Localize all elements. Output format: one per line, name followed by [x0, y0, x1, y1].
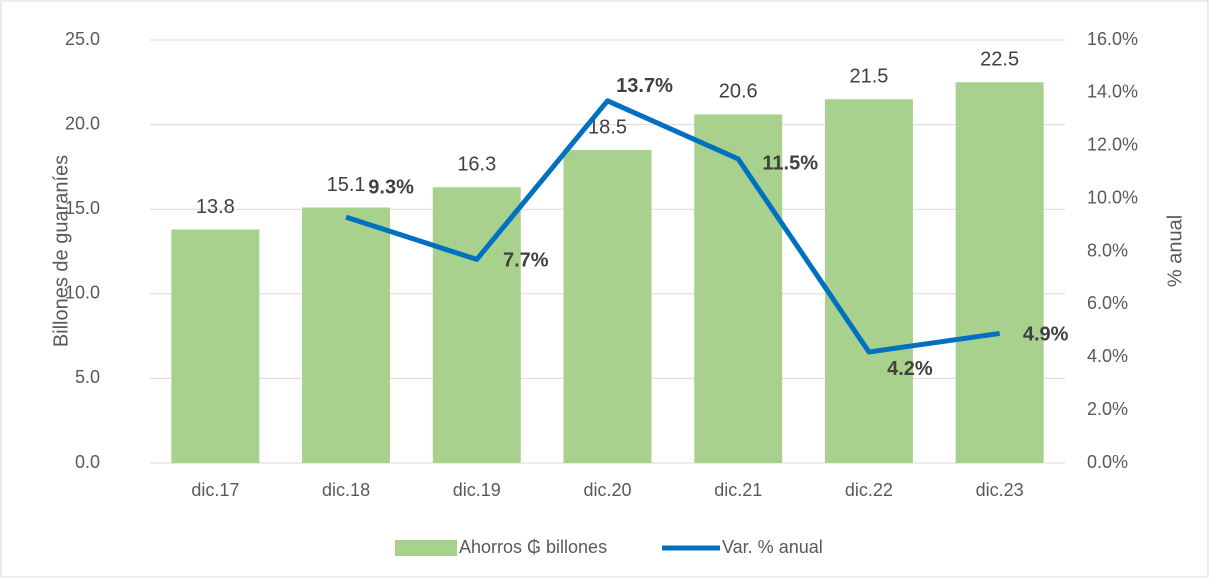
y2-tick-label: 6.0% — [1087, 293, 1128, 313]
y-tick-label: 15.0 — [65, 198, 100, 218]
x-tick-label: dic.17 — [191, 480, 239, 500]
y-tick-label: 5.0 — [75, 367, 100, 387]
bar — [694, 114, 783, 463]
bar — [824, 99, 913, 463]
line-value-label: 4.2% — [887, 358, 933, 380]
bar — [302, 207, 391, 463]
x-tick-label: dic.18 — [322, 480, 370, 500]
bar — [955, 82, 1044, 464]
x-tick-label: dic.20 — [583, 480, 631, 500]
line — [345, 98, 1000, 355]
y2-axis-label: % anual — [1164, 215, 1186, 287]
bar — [563, 149, 652, 464]
y2-tick-label: 12.0% — [1087, 135, 1138, 155]
bar-value-label: 15.1 — [327, 174, 366, 196]
y2-tick-label: 2.0% — [1087, 399, 1128, 419]
line-value-label: 4.9% — [1023, 324, 1069, 346]
y-tick-label: 20.0 — [65, 113, 100, 133]
bar — [171, 229, 260, 463]
y2-tick-label: 4.0% — [1087, 346, 1128, 366]
x-tick-label: dic.22 — [845, 480, 893, 500]
bar-value-label: 21.5 — [849, 66, 888, 88]
y-tick-label: 10.0 — [65, 283, 100, 303]
y2-tick-label: 10.0% — [1087, 187, 1138, 207]
line-value-label: 11.5% — [762, 152, 818, 174]
y-tick-label: 25.0 — [65, 29, 100, 49]
y2-tick-label: 0.0% — [1087, 452, 1128, 472]
y2-tick-label: 8.0% — [1087, 240, 1128, 260]
legend-label: Ahorros ₲ billones — [459, 537, 607, 557]
line-value-label: 7.7% — [503, 250, 549, 272]
line-value-label: 13.7% — [616, 75, 673, 97]
y2-tick-label: 14.0% — [1087, 82, 1138, 102]
bar-value-label: 22.5 — [980, 49, 1019, 71]
bar-value-label: 13.8 — [196, 196, 235, 218]
y-tick-label: 0.0 — [75, 452, 100, 472]
y-axis-label: Billones de guaraníes — [50, 155, 72, 347]
x-tick-label: dic.23 — [976, 480, 1024, 500]
y2-tick-label: 16.0% — [1087, 29, 1138, 49]
bar-value-label: 16.3 — [457, 153, 496, 175]
legend-swatch — [395, 540, 457, 556]
line-value-label: 9.3% — [368, 176, 414, 198]
legend-label: Var. % anual — [722, 537, 823, 557]
bar-value-label: 18.5 — [588, 116, 627, 138]
x-tick-label: dic.19 — [453, 480, 501, 500]
x-tick-label: dic.21 — [714, 480, 762, 500]
bar-value-label: 20.6 — [719, 81, 758, 103]
bar — [432, 187, 521, 464]
